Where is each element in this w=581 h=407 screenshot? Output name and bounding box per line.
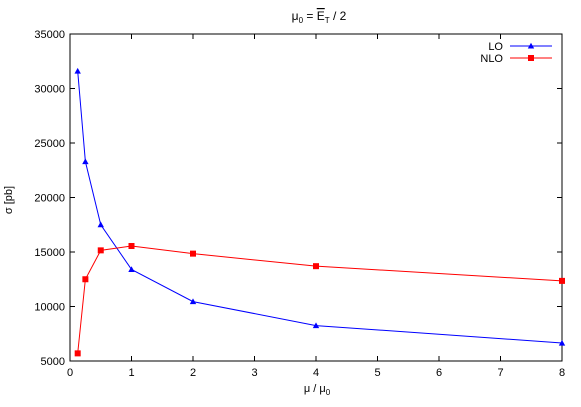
series-lo-point xyxy=(82,158,89,165)
x-tick-label: 8 xyxy=(559,367,565,379)
series-nlo-point xyxy=(190,250,196,257)
x-tick-label: 2 xyxy=(190,367,196,379)
series-lo-point xyxy=(189,298,197,305)
y-tick-label: 5000 xyxy=(41,356,65,368)
y-tick-label: 30000 xyxy=(34,84,65,96)
x-tick-label: 5 xyxy=(374,367,380,379)
y-tick-label: 10000 xyxy=(34,302,65,314)
series-nlo-point xyxy=(559,277,565,284)
series-nlo-point xyxy=(82,276,89,283)
series-nlo-point xyxy=(128,243,135,250)
series-nlo-line xyxy=(77,245,563,354)
series-nlo-point xyxy=(313,263,319,270)
series-lo-point xyxy=(74,67,81,74)
series-nlo-point xyxy=(74,350,81,357)
x-axis-title: μ / μ0 xyxy=(304,383,331,397)
legend-label-lo: LO xyxy=(488,41,503,53)
series-lo-point xyxy=(128,266,135,272)
x-tick-label: 0 xyxy=(67,367,73,379)
x-tick-label: 1 xyxy=(128,367,134,379)
legend-marker-lo xyxy=(527,42,535,49)
y-tick-label: 20000 xyxy=(34,193,65,205)
y-axis-title: σ [pb] xyxy=(3,186,15,214)
series-nlo-point xyxy=(97,247,104,254)
series-lo-point xyxy=(558,339,566,346)
series-lo-point xyxy=(97,221,104,228)
x-tick-label: 6 xyxy=(436,367,442,379)
chart-title: μ0 = ET / 2 xyxy=(292,9,347,25)
y-tick-label: 15000 xyxy=(34,247,65,259)
y-tick-label: 35000 xyxy=(34,29,65,41)
plot-area: 0 1 2 3 4 5 6 7 8 5000 10000 15000 20000 25000 30000 35… xyxy=(34,29,566,379)
x-tick-label: 3 xyxy=(251,367,257,379)
series-lo-point xyxy=(312,322,320,329)
legend-marker-nlo xyxy=(528,55,534,61)
x-tick-label: 7 xyxy=(497,367,503,379)
y-tick-label: 25000 xyxy=(34,138,65,150)
plot-frame xyxy=(69,33,563,362)
x-tick-label: 4 xyxy=(313,367,319,379)
series-lo-line xyxy=(77,71,563,344)
legend-label-nlo: NLO xyxy=(480,53,503,65)
